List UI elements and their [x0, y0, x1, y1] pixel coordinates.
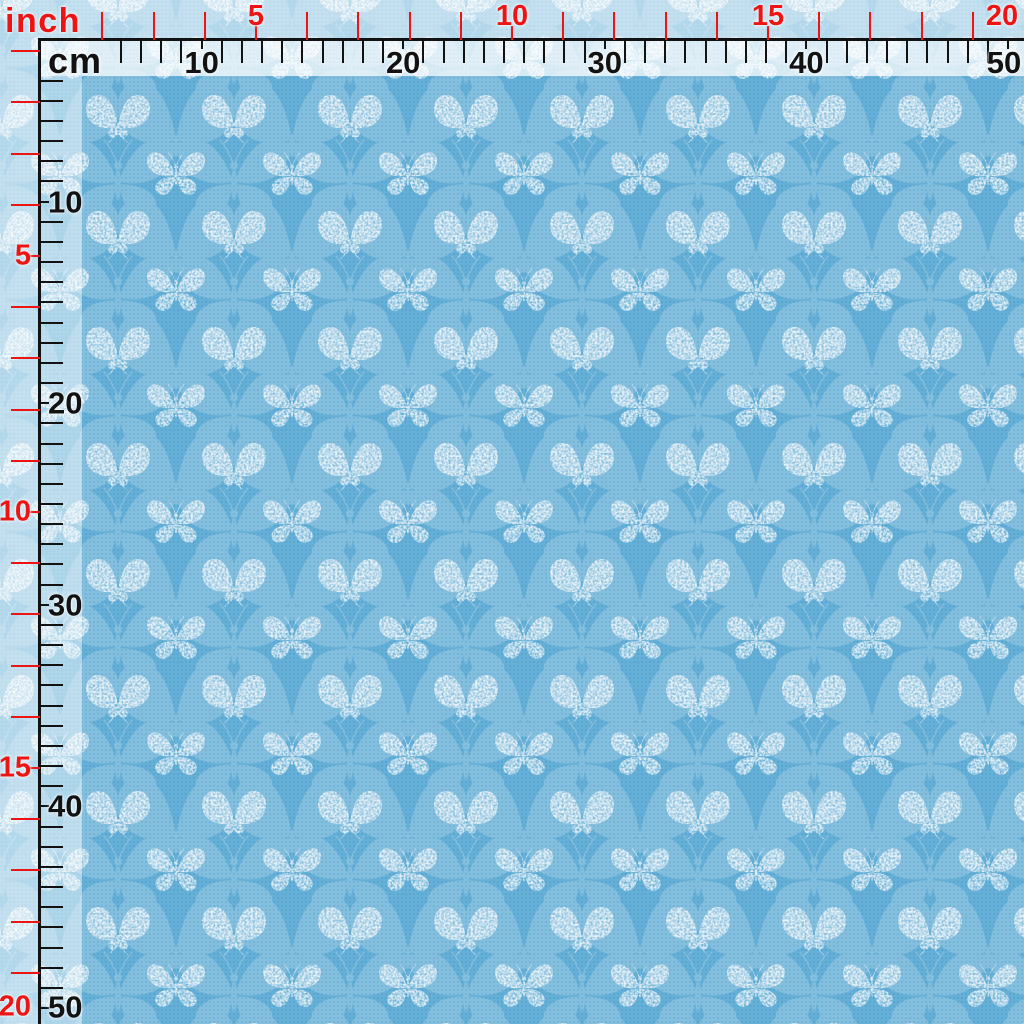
top-inch-ruler-strip	[0, 0, 1024, 40]
left-ruler-line	[38, 38, 41, 1024]
top-cm-ruler-strip	[41, 41, 1024, 76]
left-cm-ruler-strip	[41, 76, 82, 1024]
inch-unit-label: inch	[5, 2, 81, 40]
cm-unit-label: cm	[48, 40, 103, 81]
top-ruler-line	[38, 38, 1024, 41]
left-inch-ruler-strip	[0, 40, 40, 1024]
